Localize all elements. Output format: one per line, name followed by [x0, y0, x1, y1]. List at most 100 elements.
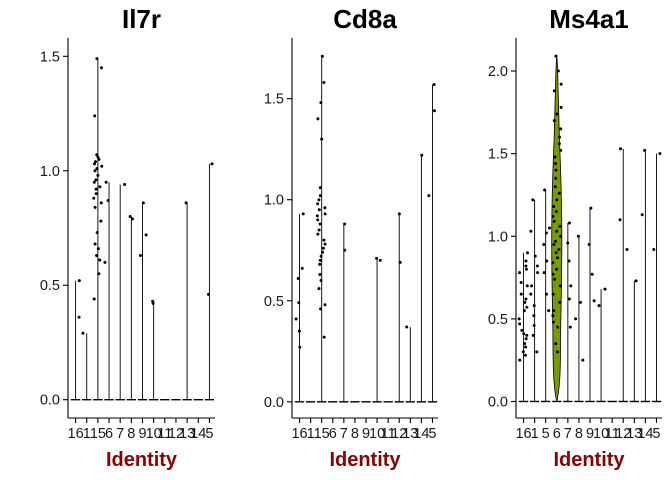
data-point: [93, 114, 97, 118]
data-point: [569, 284, 573, 288]
data-point: [378, 258, 382, 262]
data-point: [99, 201, 103, 205]
data-point: [397, 212, 401, 216]
data-point: [138, 253, 142, 257]
data-point: [92, 196, 96, 200]
data-point: [525, 251, 529, 255]
x-tick-label: 15: [314, 426, 330, 442]
y-tick-label: 0.5: [40, 278, 60, 294]
data-point: [321, 250, 325, 254]
data-point: [558, 300, 562, 304]
x-tick-label: 5: [428, 426, 436, 442]
y-tick-label: 1.5: [488, 147, 508, 163]
data-point: [296, 277, 300, 281]
data-point: [529, 229, 533, 233]
data-point: [523, 300, 527, 304]
data-point: [93, 160, 97, 164]
data-point: [551, 214, 555, 218]
data-point: [525, 333, 529, 337]
data-point: [574, 317, 578, 321]
data-point: [77, 279, 81, 283]
data-point: [104, 180, 108, 184]
data-point: [543, 188, 547, 192]
data-point: [95, 153, 99, 157]
x-tick-label: 8: [351, 426, 359, 442]
data-point: [551, 292, 555, 296]
data-point: [518, 322, 522, 326]
data-point: [529, 292, 533, 296]
x-tick-label: 8: [127, 426, 135, 442]
data-point: [555, 198, 559, 202]
x-tick-label: 13: [402, 426, 418, 442]
data-point: [297, 301, 301, 305]
chart-title: Cd8a: [333, 4, 397, 34]
data-point: [77, 315, 81, 319]
data-point: [558, 284, 562, 288]
data-point: [552, 219, 556, 223]
data-point: [554, 54, 558, 58]
data-point: [93, 242, 97, 246]
data-point: [652, 247, 656, 251]
data-point: [184, 201, 188, 205]
data-point: [405, 325, 409, 329]
data-point: [98, 185, 102, 189]
data-point: [318, 186, 322, 190]
data-point: [625, 247, 629, 251]
data-point: [96, 155, 100, 159]
data-point: [151, 299, 155, 303]
data-point: [581, 358, 585, 362]
x-tick-label: 9: [362, 426, 370, 442]
data-point: [523, 342, 527, 346]
data-point: [619, 147, 623, 151]
data-point: [559, 105, 563, 109]
data-point: [552, 309, 556, 313]
data-point: [551, 320, 555, 324]
data-point: [432, 82, 436, 86]
data-point: [554, 168, 558, 172]
data-point: [566, 241, 570, 245]
data-point: [557, 247, 561, 251]
data-point: [547, 226, 551, 230]
data-point: [81, 331, 85, 335]
data-point: [522, 332, 526, 336]
data-point: [587, 243, 591, 247]
data-point: [545, 259, 549, 263]
data-point: [520, 328, 524, 332]
y-tick-label: 1.5: [264, 92, 284, 108]
y-tick-label: 1.5: [40, 49, 60, 65]
data-point: [524, 264, 528, 268]
data-point: [316, 218, 320, 222]
data-point: [128, 215, 132, 219]
data-point: [554, 162, 558, 166]
data-point: [207, 292, 211, 296]
data-point: [553, 239, 557, 243]
data-point: [95, 231, 99, 235]
data-point: [317, 228, 321, 232]
data-point: [559, 127, 563, 131]
data-point: [519, 281, 523, 285]
data-point: [555, 229, 559, 233]
data-point: [557, 142, 561, 146]
data-point: [100, 66, 104, 70]
x-tick-label: 11: [605, 426, 620, 442]
x-tick-label: 16: [68, 426, 84, 442]
data-point: [643, 148, 647, 152]
x-tick-label: 8: [575, 426, 583, 442]
y-tick-label: 0.0: [264, 395, 284, 411]
data-point: [590, 272, 594, 276]
data-point: [301, 212, 305, 216]
data-point: [210, 162, 214, 166]
data-point: [323, 206, 327, 210]
data-point: [525, 284, 529, 288]
data-point: [432, 109, 436, 113]
data-point: [578, 300, 582, 304]
data-point: [554, 342, 558, 346]
data-point: [317, 287, 321, 291]
data-point: [603, 287, 607, 291]
data-point: [297, 329, 301, 333]
x-tick-label: 14: [190, 426, 206, 442]
x-axis-label: Identity: [106, 449, 178, 471]
x-tick-label: 9: [586, 426, 594, 442]
data-point: [94, 192, 98, 196]
